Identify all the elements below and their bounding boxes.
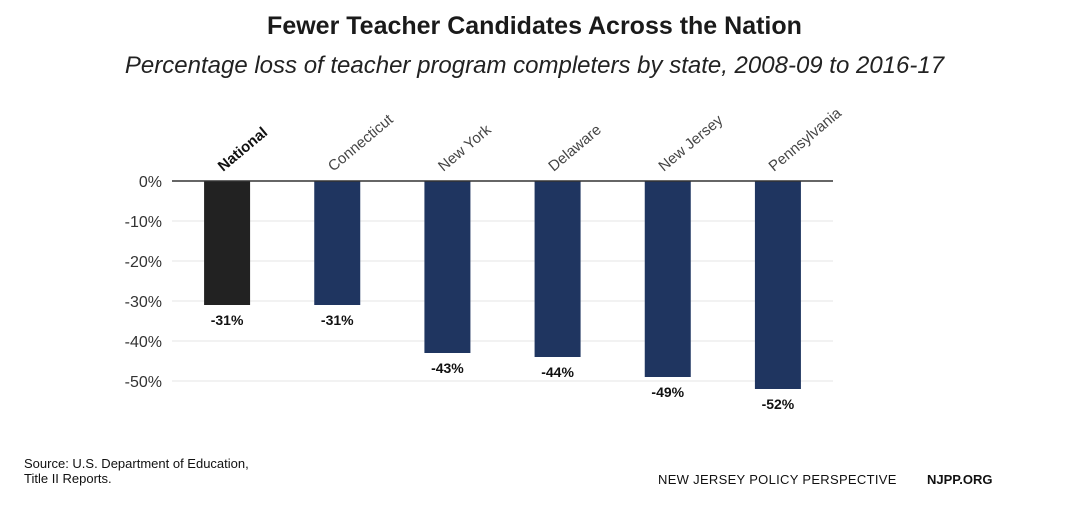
bar [424, 181, 471, 353]
bar [204, 181, 251, 305]
category-labels: National Connecticut New York Delaware New J… [215, 104, 846, 175]
source-note: Source: U.S. Department of Education, Ti… [24, 456, 249, 486]
y-tick-label: -20% [125, 254, 162, 271]
category-label: National [215, 124, 271, 175]
category-label: Delaware [545, 121, 604, 175]
source-line-1: Source: U.S. Department of Education, [24, 456, 249, 471]
bar [534, 181, 581, 357]
data-label: -52% [762, 396, 795, 412]
bar [754, 181, 801, 389]
data-label: -43% [431, 360, 464, 376]
bar [314, 181, 361, 305]
organization-name: NEW JERSEY POLICY PERSPECTIVE [658, 472, 897, 487]
source-line-2: Title II Reports. [24, 471, 112, 486]
y-tick-label: -50% [125, 374, 162, 391]
category-label: New York [435, 121, 495, 175]
y-tick-label: -10% [125, 214, 162, 231]
chart-title: Fewer Teacher Candidates Across the Nati… [267, 12, 802, 40]
category-label: Pennsylvania [766, 104, 846, 175]
data-label: -49% [651, 384, 684, 400]
y-tick-label: -30% [125, 294, 162, 311]
chart-subtitle: Percentage loss of teacher program compl… [124, 52, 945, 79]
data-label: -31% [211, 312, 244, 328]
y-axis-tick-labels: 0% -10% -20% -30% -40% -50% [125, 174, 162, 391]
y-tick-label: -40% [125, 334, 162, 351]
organization-url: NJPP.ORG [927, 472, 993, 487]
bar [644, 181, 691, 377]
category-label: Connecticut [325, 111, 397, 175]
bars [204, 181, 801, 389]
y-tick-label: 0% [139, 174, 162, 191]
data-label: -44% [541, 364, 574, 380]
data-labels: -31% -31% -43% -44% -49% -52% [211, 312, 795, 412]
data-label: -31% [321, 312, 354, 328]
category-label: New Jersey [655, 111, 726, 175]
grid-layer [172, 220, 833, 382]
